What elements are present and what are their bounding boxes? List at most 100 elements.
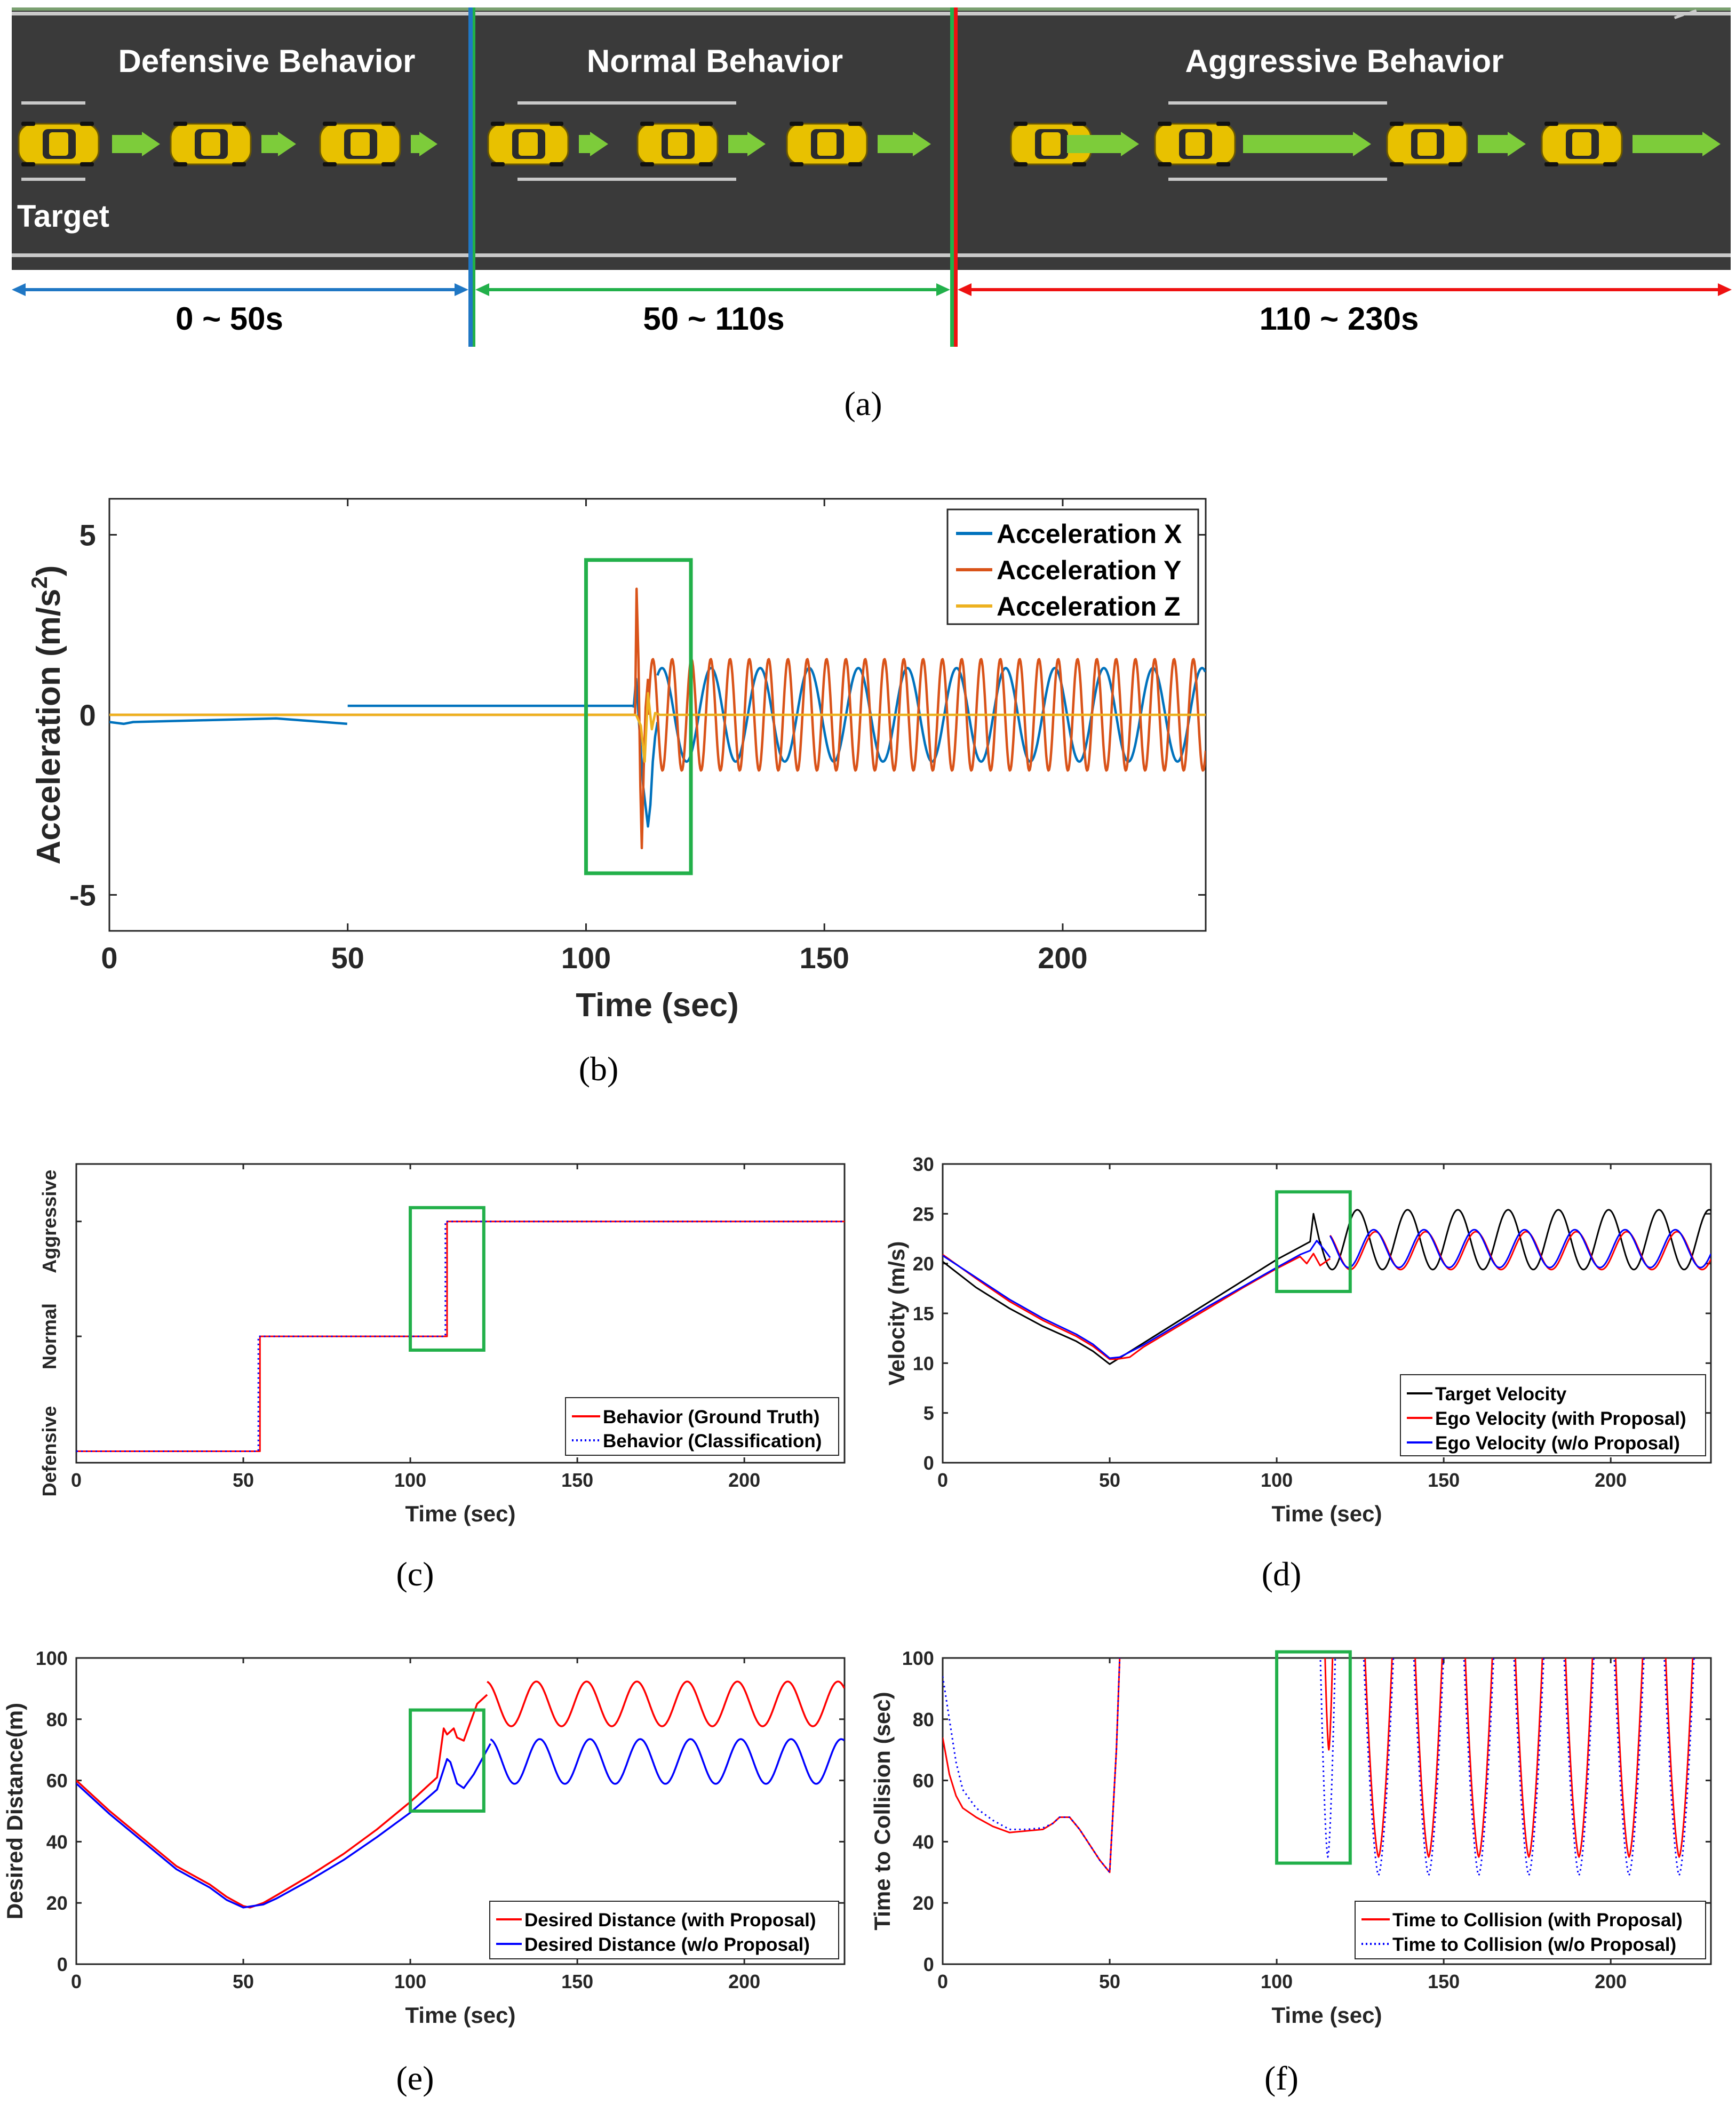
- series-line-1: [1413, 1658, 1445, 1876]
- series-line-0: [1665, 1658, 1694, 1858]
- series-line-1: [1463, 1658, 1495, 1876]
- x-tick-label: 100: [1261, 1469, 1293, 1491]
- series-line-0: [943, 1213, 1321, 1365]
- lane-dash: [21, 178, 85, 181]
- chart-e-axes-box: [75, 1657, 846, 1965]
- right-arrow-icon: [579, 132, 608, 156]
- y-tick-label: 10: [913, 1352, 934, 1374]
- x-tick-label: 100: [394, 1469, 426, 1491]
- series-line-0: [76, 1694, 488, 1909]
- chart-d-xlabel: Time (sec): [1272, 1501, 1382, 1526]
- chart-c-xlabel: Time (sec): [405, 1501, 516, 1526]
- series-line-1: [647, 658, 1206, 772]
- lane-dash: [1687, 9, 1697, 15]
- y-category-label: Aggressive: [38, 1170, 60, 1273]
- legend-c-label-truth: Behavior (Ground Truth): [603, 1407, 819, 1428]
- legend-d-label-ego-without: Ego Velocity (w/o Proposal): [1435, 1433, 1680, 1454]
- chart-f-axes-box: [942, 1657, 1712, 1965]
- y-tick-label: 80: [913, 1709, 934, 1731]
- y-tick-label: -5: [69, 879, 96, 912]
- car-icon: [636, 122, 719, 166]
- y-tick-label: 0: [923, 1452, 934, 1474]
- right-arrow-icon: [261, 132, 296, 156]
- chart-b-lines: [109, 587, 1206, 850]
- x-tick-label: 150: [1428, 1971, 1460, 1992]
- car-icon: [487, 122, 569, 166]
- car-icon: [1386, 122, 1468, 166]
- caption-d: (d): [1262, 1555, 1302, 1593]
- series-line-1: [1363, 1658, 1395, 1876]
- car-icon: [319, 122, 401, 166]
- y-tick-label: 5: [79, 519, 96, 552]
- right-arrow-icon: [1478, 132, 1526, 156]
- chart-c-behavior: 0 50 100 150 200 Defensive Normal Aggressive Ti…: [38, 1163, 846, 1593]
- series-line-1: [1563, 1658, 1595, 1876]
- x-tick-label: 150: [1428, 1469, 1460, 1491]
- lane-dash: [1674, 13, 1684, 19]
- divider-normal-aggressive: [950, 7, 954, 347]
- divider-normal-aggressive-accent: [954, 7, 958, 347]
- x-tick-label: 0: [937, 1469, 948, 1491]
- y-tick-label: 40: [913, 1831, 934, 1853]
- y-tick-label: 60: [913, 1770, 934, 1792]
- chart-b-ylabel-close: ): [30, 565, 67, 577]
- x-tick-label: 50: [1099, 1469, 1120, 1491]
- y-tick-label: 0: [923, 1953, 934, 1975]
- road-edge-line-top: [12, 12, 1731, 15]
- x-tick-label: 200: [1595, 1971, 1627, 1992]
- y-category-label: Normal: [38, 1303, 60, 1369]
- series-line-1: [76, 1743, 491, 1909]
- series-line-1: [1663, 1658, 1695, 1876]
- divider-defensive-normal: [468, 7, 473, 347]
- caption-f: (f): [1264, 2059, 1299, 2097]
- right-arrow-icon: [411, 132, 437, 156]
- range-arrow-normal: [475, 283, 950, 296]
- series-line-1: [1613, 1658, 1645, 1876]
- y-tick-label: 0: [57, 1953, 68, 1975]
- range-arrow-defensive: [12, 283, 468, 296]
- chart-b-highlight-box: [584, 558, 693, 875]
- series-line-1: [943, 1253, 1331, 1360]
- chart-d-ylabel: Velocity (m/s): [884, 1241, 909, 1386]
- chart-e-legend: Desired Distance (with Proposal) Desired…: [489, 1901, 839, 1959]
- series-line-0: [1414, 1658, 1443, 1858]
- car-icon: [1010, 122, 1092, 166]
- series-line-1: [634, 587, 649, 850]
- chart-c-highlight-box: [409, 1206, 485, 1352]
- chart-b-xlabel: Time (sec): [576, 987, 739, 1024]
- y-category-label: Defensive: [38, 1406, 60, 1496]
- series-line-0: [632, 677, 659, 828]
- series-line-1: [1319, 1658, 1336, 1858]
- y-tick-label: 100: [902, 1647, 934, 1669]
- x-tick-label: 50: [1099, 1971, 1120, 1992]
- legend-e-label-with: Desired Distance (with Proposal): [524, 1910, 816, 1931]
- series-line-2: [1329, 1229, 1711, 1269]
- car-icon: [18, 122, 100, 166]
- car-icon: [786, 122, 868, 166]
- chart-f-lines: [943, 1658, 1695, 1876]
- arrows: [112, 132, 1721, 156]
- behavior-title-normal: Normal Behavior: [587, 43, 843, 79]
- y-tick-label: 20: [46, 1892, 68, 1914]
- chart-d-highlight-box: [1275, 1190, 1352, 1293]
- y-tick-label: 20: [913, 1253, 934, 1275]
- range-arrow-aggressive: [958, 283, 1732, 296]
- chart-b-ticks: 0 50 100 150 200-505: [69, 499, 1206, 975]
- cars: [18, 122, 1623, 166]
- right-arrow-icon: [1067, 132, 1139, 156]
- chart-e-ylabel: Desired Distance(m): [2, 1703, 27, 1919]
- series-line-0: [1319, 1209, 1711, 1271]
- x-tick-label: 0: [101, 941, 117, 975]
- chart-e-xlabel: Time (sec): [405, 2003, 516, 2028]
- x-tick-label: 100: [561, 941, 611, 975]
- chart-f-ylabel: Time to Collision (sec): [870, 1692, 895, 1930]
- panel-a-road-diagram: Defensive Behavior Normal Behavior Aggre…: [12, 7, 1732, 422]
- series-line-2: [943, 1240, 1331, 1359]
- x-tick-label: 200: [1038, 941, 1087, 975]
- series-line-1: [943, 1658, 1121, 1873]
- series-line-0: [109, 717, 347, 725]
- x-tick-label: 150: [561, 1971, 593, 1992]
- legend-f-label-with: Time to Collision (with Proposal): [1392, 1910, 1683, 1931]
- range-label-defensive: 0 ~ 50s: [176, 301, 283, 337]
- legend-b-label-x: Acceleration X: [997, 519, 1182, 549]
